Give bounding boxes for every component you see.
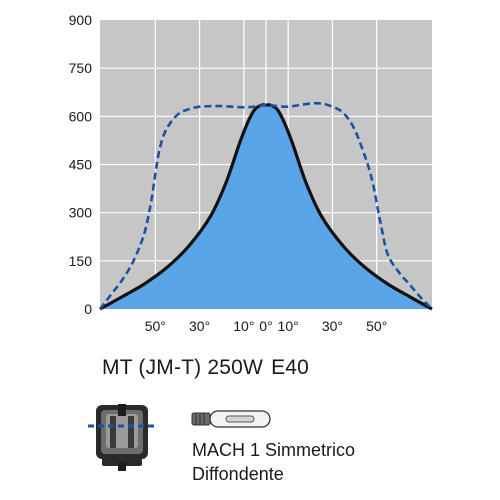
- product-description-line-1: MACH 1 Simmetrico: [192, 440, 356, 460]
- x-tick-label-3: 0°: [259, 318, 272, 334]
- product-socket: E40: [271, 356, 310, 379]
- y-tick-label-0: 0: [84, 301, 92, 317]
- x-tick-label-4: 10°: [278, 318, 299, 334]
- x-tick-label-0: 50°: [145, 318, 166, 334]
- y-tick-label-300: 300: [69, 205, 93, 221]
- x-tick-label-2: 10°: [233, 318, 254, 334]
- x-tick-label-1: 30°: [189, 318, 210, 334]
- product-model: MT (JM-T) 250W: [102, 356, 264, 379]
- y-axis-tick-labels: 0 150 300 450 600 750 900: [69, 12, 93, 317]
- product-title: MT (JM-T) 250W E40: [102, 356, 309, 380]
- x-tick-label-6: 50°: [366, 318, 387, 334]
- y-tick-label-150: 150: [69, 253, 93, 269]
- x-tick-label-5: 30°: [322, 318, 343, 334]
- polar-intensity-chart: 0 150 300 450 600 750 900 50° 30° 10° 0° 10° 30° 50°: [69, 12, 433, 334]
- lamp-fixture-icon: [88, 404, 156, 471]
- solid-curve-fill: [100, 104, 432, 310]
- x-axis-tick-labels: 50° 30° 10° 0° 10° 30° 50°: [145, 318, 388, 334]
- metal-halide-bulb-icon: [191, 410, 271, 428]
- y-tick-label-750: 750: [69, 60, 93, 76]
- y-tick-label-600: 600: [69, 108, 93, 124]
- y-tick-label-900: 900: [69, 12, 93, 28]
- product-description: MACH 1 Simmetrico Diffondente: [192, 438, 355, 486]
- y-tick-label-450: 450: [69, 157, 93, 173]
- product-description-line-2: Diffondente: [192, 464, 284, 484]
- dashed-curve-line: [98, 101, 433, 310]
